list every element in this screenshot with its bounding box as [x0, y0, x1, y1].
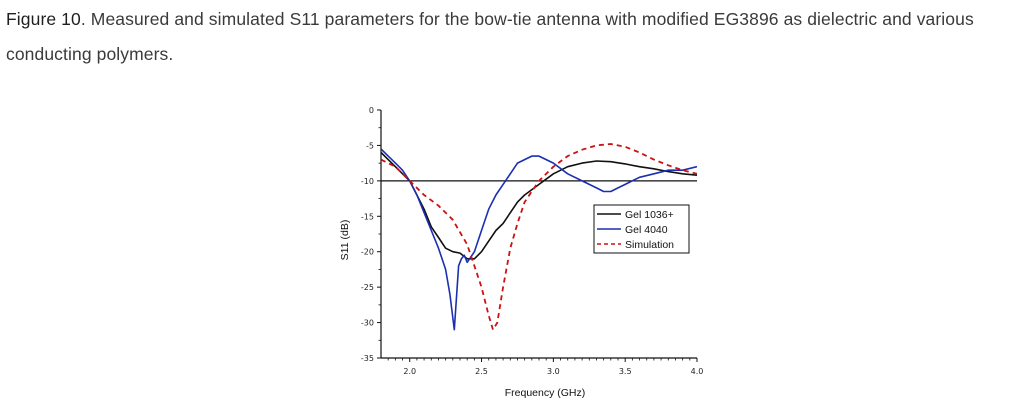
- legend-label: Simulation: [625, 239, 674, 251]
- y-tick-label: -10: [361, 177, 374, 186]
- series-line-gel-1036: [381, 151, 697, 260]
- x-axis-title: Frequency (GHz): [505, 387, 586, 399]
- legend-label: Gel 1036+: [625, 209, 674, 221]
- y-axis-title: S11 (dB): [339, 220, 351, 261]
- figure-caption: Figure 10. Measured and simulated S11 pa…: [6, 2, 1018, 72]
- plot-area: 0 -5 -10 -15 -20 -25 -30 -35 2.0 2.5 3.0 3.5 4.0 Freq…: [339, 106, 703, 399]
- y-tick-label: -25: [361, 283, 374, 292]
- y-tick-label: -15: [361, 212, 374, 221]
- x-tick-label: 4.0: [691, 367, 704, 376]
- y-tick-label: -35: [361, 354, 374, 363]
- x-tick-label: 3.5: [619, 367, 632, 376]
- y-tick-label: -30: [361, 319, 374, 328]
- legend-label: Gel 4040: [625, 224, 668, 236]
- y-tick-label: -5: [366, 141, 374, 150]
- x-tick-label: 2.5: [475, 367, 488, 376]
- y-tick-label: 0: [369, 106, 374, 115]
- y-tick-label: -20: [361, 248, 374, 257]
- series-line-simulation: [381, 143, 697, 331]
- series-line-gel-4040: [381, 148, 697, 331]
- x-tick-label: 3.0: [547, 367, 560, 376]
- figure-caption-text: . Measured and simulated S11 parameters …: [6, 9, 974, 64]
- figure-label: Figure 10: [6, 9, 81, 29]
- x-tick-label: 2.0: [403, 367, 416, 376]
